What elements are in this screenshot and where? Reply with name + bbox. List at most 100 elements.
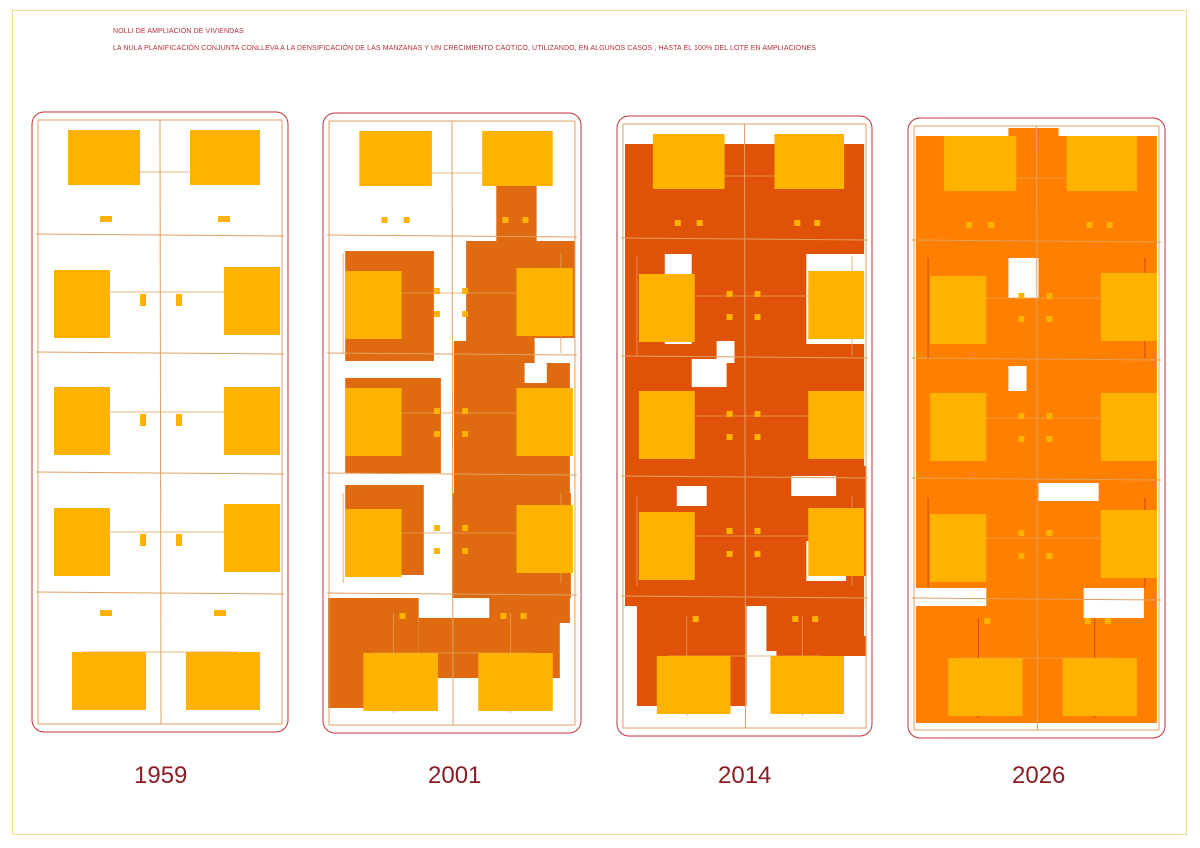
expansion-area — [1008, 128, 1059, 158]
house-footprint — [345, 271, 402, 339]
house-footprint — [224, 504, 280, 572]
fixture — [726, 551, 733, 557]
fixture — [403, 217, 410, 223]
expansion-area — [496, 183, 537, 243]
lot-line — [35, 591, 285, 595]
house-footprint — [345, 509, 402, 577]
year-label-2026: 2026 — [1012, 762, 1066, 789]
house-footprint — [638, 391, 695, 459]
house-footprint — [638, 274, 695, 342]
house-footprint — [54, 270, 110, 338]
fixture — [988, 222, 995, 228]
fixture — [814, 220, 821, 226]
open-space — [791, 476, 837, 496]
house-footprint — [930, 514, 987, 582]
lot-line — [912, 597, 1161, 601]
block-plan-2001 — [322, 112, 582, 734]
house-footprint — [930, 276, 987, 344]
fixture — [520, 613, 527, 619]
fixture — [1018, 413, 1025, 419]
fixture — [502, 217, 509, 223]
fixture — [140, 534, 146, 546]
fixture — [433, 548, 440, 554]
house-footprint — [224, 387, 280, 455]
fixture — [1018, 293, 1025, 299]
lot-line — [327, 472, 577, 476]
house-footprint — [186, 652, 260, 710]
block-border — [907, 117, 1166, 739]
block-border — [616, 115, 873, 737]
fixture — [433, 431, 440, 437]
fixture — [381, 217, 388, 223]
house-footprint — [770, 656, 845, 714]
lot-line — [327, 592, 577, 596]
lot-line — [451, 120, 454, 726]
block-plan-1959 — [31, 111, 289, 733]
house-footprint — [638, 512, 695, 580]
fixture — [1018, 553, 1025, 559]
fixture — [462, 431, 469, 437]
block-border — [31, 111, 289, 733]
lot-line — [328, 120, 576, 726]
fixture — [726, 314, 733, 320]
open-space — [691, 359, 727, 387]
lot-line — [35, 471, 285, 475]
house-footprint — [516, 505, 573, 573]
fixture — [1018, 316, 1025, 322]
lot-line — [744, 123, 746, 729]
lot-line — [1036, 125, 1039, 731]
fixture — [214, 610, 226, 616]
page-subtitle: LA NULA PLANIFICACIÓN CONJUNTA CONLLEVA … — [113, 45, 817, 52]
fixture — [754, 314, 761, 320]
house-footprint — [478, 653, 553, 711]
house-footprint — [808, 508, 865, 576]
house-footprint — [808, 391, 865, 459]
fixture — [1046, 436, 1053, 442]
house-footprint — [808, 271, 865, 339]
fixture — [433, 311, 440, 317]
fixture — [140, 414, 146, 426]
fixture — [218, 216, 230, 222]
fixture — [696, 220, 703, 226]
fixture — [692, 616, 699, 622]
fixture — [674, 220, 681, 226]
fixture — [399, 613, 406, 619]
house-footprint — [363, 653, 438, 711]
fixture — [522, 217, 529, 223]
fixture — [726, 434, 733, 440]
house-footprint — [948, 658, 1023, 716]
fixture — [176, 534, 182, 546]
fixture — [754, 434, 761, 440]
fixture — [792, 616, 799, 622]
fixture — [462, 288, 469, 294]
lot-line — [159, 119, 162, 725]
house-footprint — [54, 508, 110, 576]
fixture — [176, 294, 182, 306]
fixture — [1106, 222, 1113, 228]
fixture — [966, 222, 973, 228]
lot-line — [622, 123, 867, 729]
fixture — [1018, 436, 1025, 442]
house-footprint — [224, 267, 280, 335]
lot-line — [620, 475, 869, 479]
fixture — [462, 525, 469, 531]
lot-line — [912, 477, 1161, 481]
house-footprint — [345, 388, 402, 456]
block-plan-2014 — [616, 115, 873, 737]
fixture — [812, 616, 819, 622]
fixture — [100, 610, 112, 616]
house-footprint — [516, 388, 573, 456]
fixture — [754, 411, 761, 417]
open-space — [1008, 258, 1039, 298]
fixture — [433, 525, 440, 531]
fixture — [754, 528, 761, 534]
year-label-2001: 2001 — [428, 762, 482, 789]
open-space — [716, 341, 735, 363]
lot-line — [620, 595, 869, 599]
fixture — [726, 411, 733, 417]
house-footprint — [944, 136, 1017, 191]
fixture — [984, 618, 991, 624]
house-footprint — [516, 268, 573, 336]
house-footprint — [68, 130, 140, 185]
house-footprint — [652, 134, 725, 189]
